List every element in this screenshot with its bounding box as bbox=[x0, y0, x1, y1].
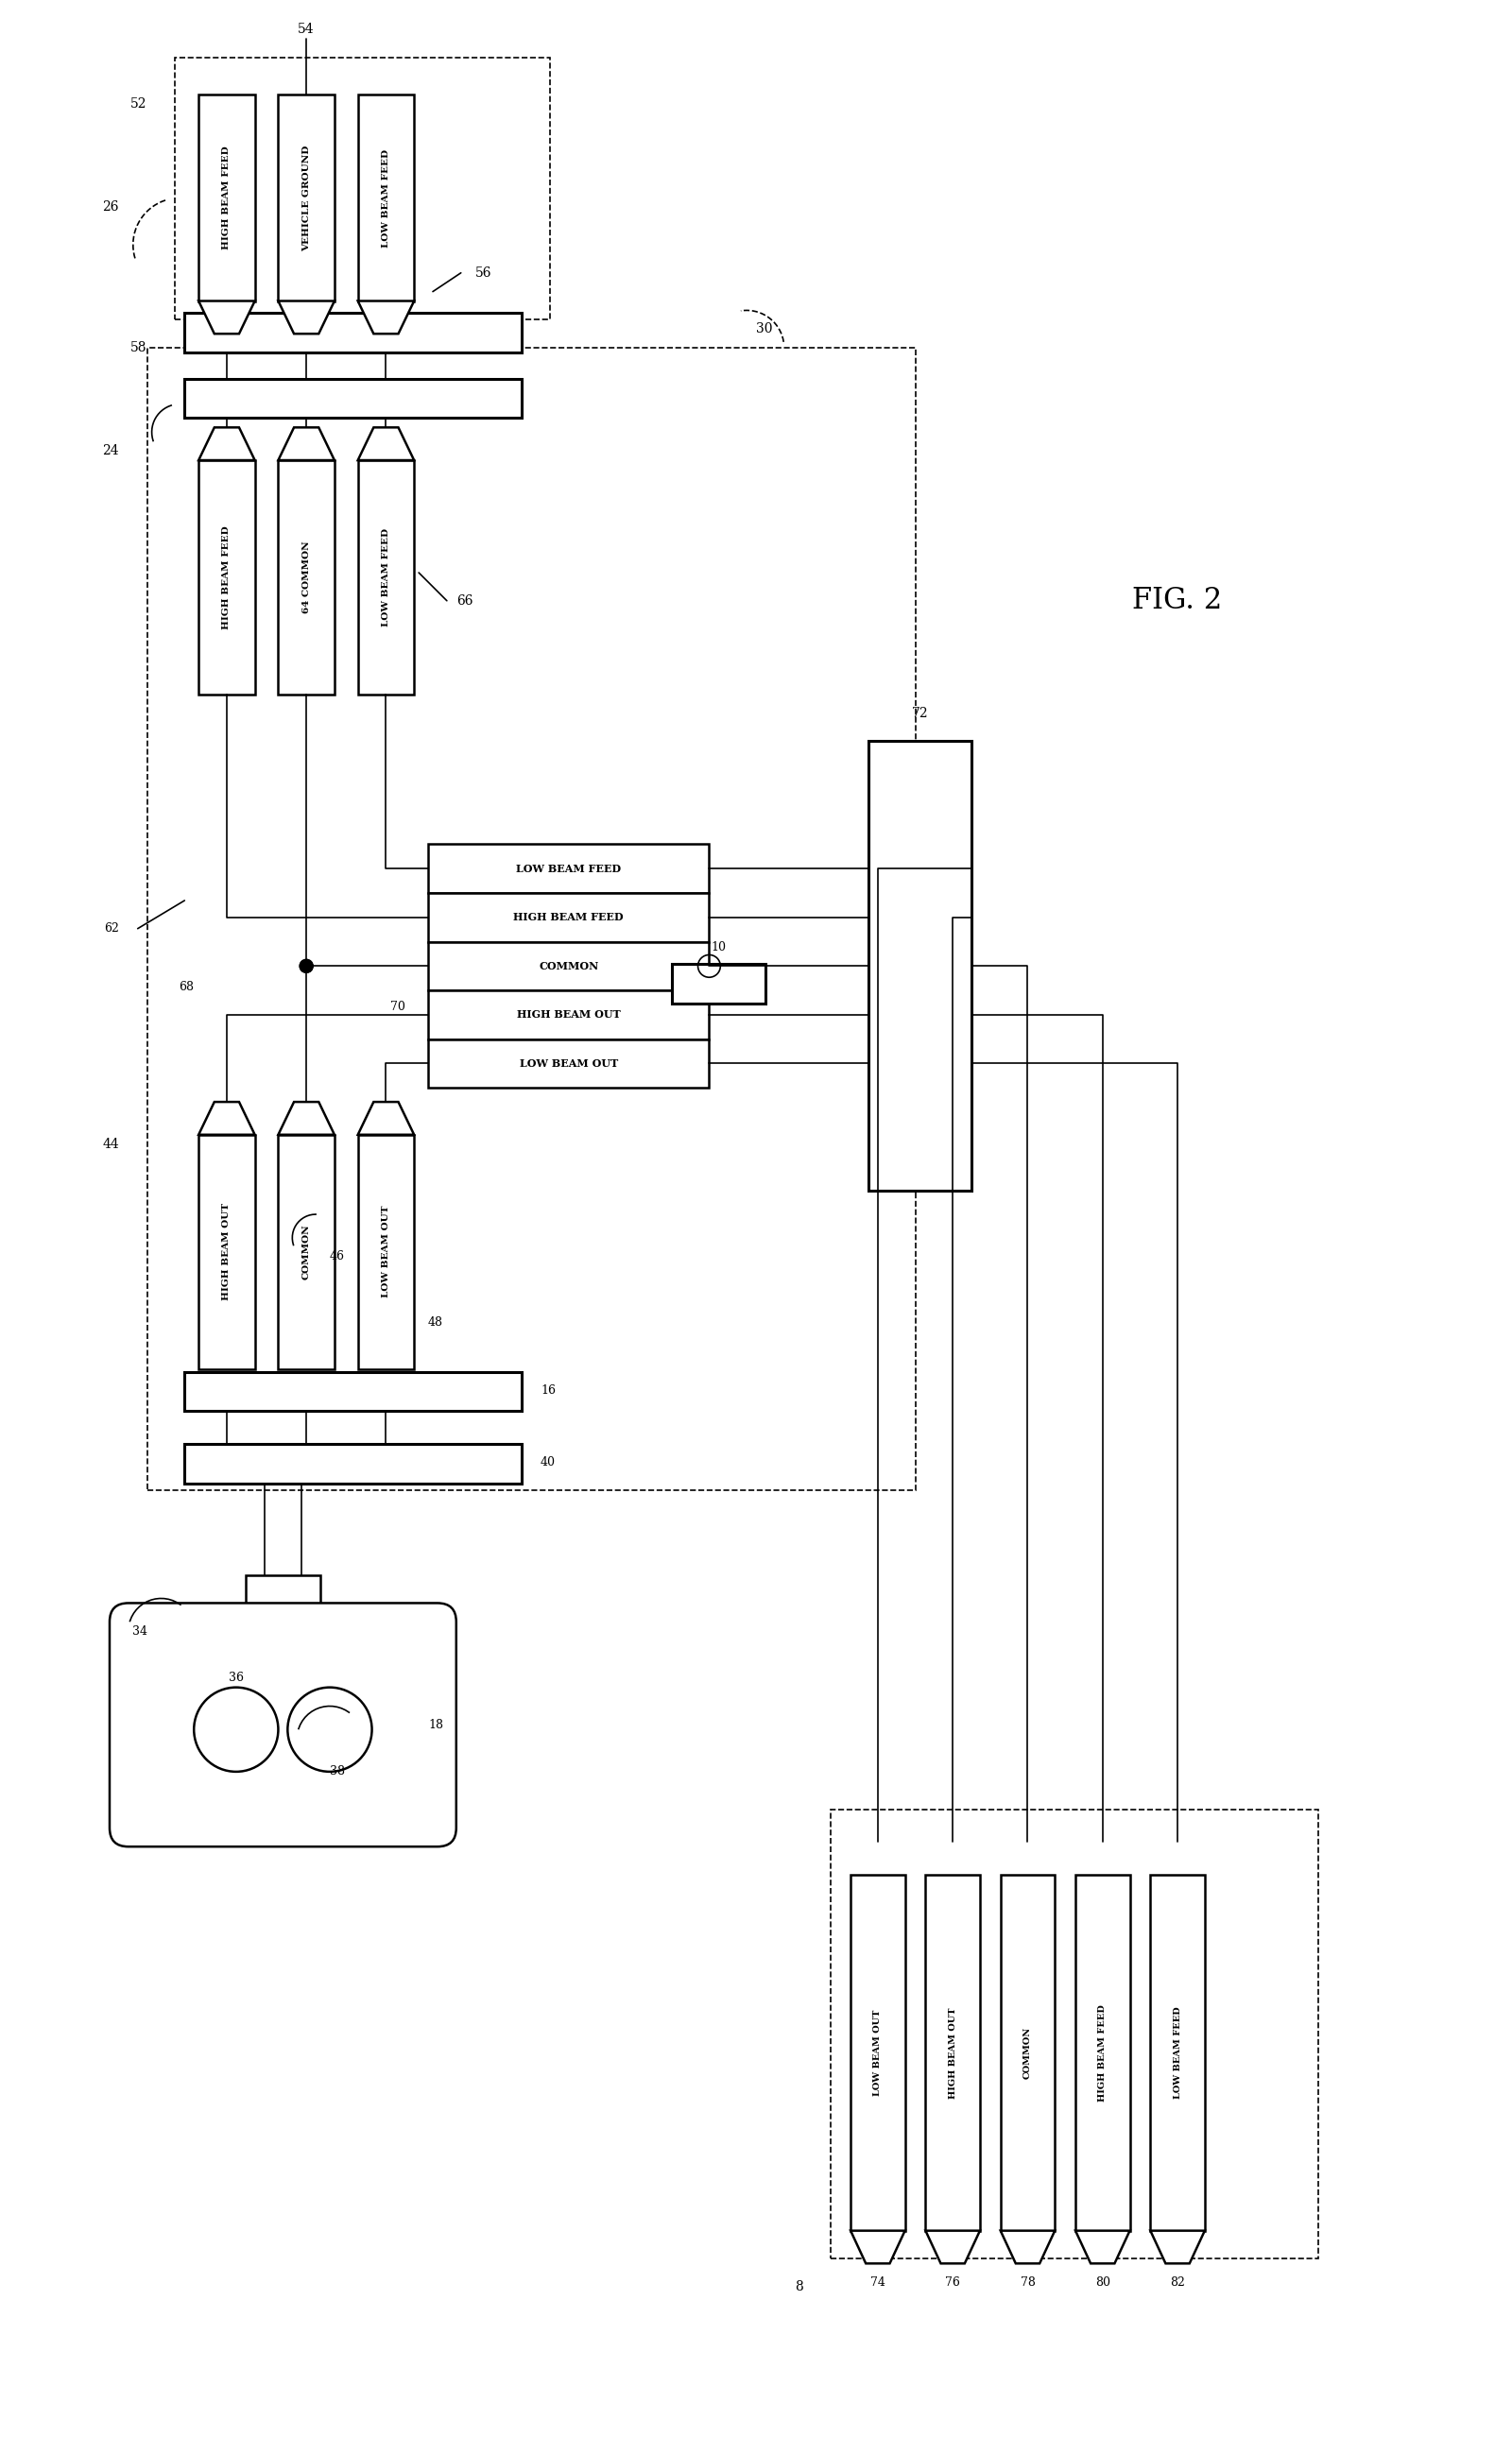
Polygon shape bbox=[851, 2231, 906, 2262]
Bar bbox=[198, 1134, 256, 1368]
Bar bbox=[184, 312, 522, 354]
Polygon shape bbox=[278, 427, 334, 461]
Text: 44: 44 bbox=[103, 1139, 119, 1151]
Bar bbox=[175, 59, 550, 319]
Text: 36: 36 bbox=[228, 1672, 243, 1685]
Bar bbox=[428, 844, 709, 892]
Text: 16: 16 bbox=[540, 1385, 555, 1397]
Polygon shape bbox=[358, 300, 414, 334]
Bar bbox=[358, 1134, 414, 1368]
Bar bbox=[851, 1875, 906, 2231]
Bar bbox=[925, 1875, 980, 2231]
Text: 80: 80 bbox=[1095, 2277, 1110, 2289]
Text: 48: 48 bbox=[428, 1317, 443, 1329]
Text: 76: 76 bbox=[945, 2277, 960, 2289]
Polygon shape bbox=[925, 2231, 980, 2262]
Bar bbox=[184, 1443, 522, 1482]
Text: 78: 78 bbox=[1021, 2277, 1036, 2289]
Text: LOW BEAM OUT: LOW BEAM OUT bbox=[381, 1207, 390, 1297]
Circle shape bbox=[299, 961, 313, 973]
Bar bbox=[278, 461, 334, 695]
Polygon shape bbox=[1151, 2231, 1205, 2262]
Text: 52: 52 bbox=[130, 98, 147, 110]
Bar bbox=[198, 461, 256, 695]
Text: LOW BEAM FEED: LOW BEAM FEED bbox=[516, 863, 621, 873]
Text: 46: 46 bbox=[330, 1251, 345, 1263]
Text: 54: 54 bbox=[298, 22, 314, 37]
Bar bbox=[278, 1134, 334, 1368]
Circle shape bbox=[299, 961, 313, 973]
Text: 30: 30 bbox=[756, 322, 773, 336]
Text: VEHICLE GROUND: VEHICLE GROUND bbox=[302, 144, 310, 251]
Text: 40: 40 bbox=[540, 1455, 555, 1468]
Text: HIGH BEAM FEED: HIGH BEAM FEED bbox=[222, 527, 231, 629]
Polygon shape bbox=[278, 300, 334, 334]
Text: LOW BEAM FEED: LOW BEAM FEED bbox=[381, 529, 390, 627]
Polygon shape bbox=[198, 427, 256, 461]
Bar bbox=[358, 95, 414, 300]
Text: 74: 74 bbox=[871, 2277, 886, 2289]
Text: COMMON: COMMON bbox=[1024, 2026, 1031, 2080]
Text: LOW BEAM FEED: LOW BEAM FEED bbox=[381, 149, 390, 246]
Text: 82: 82 bbox=[1170, 2277, 1185, 2289]
Text: 18: 18 bbox=[428, 1719, 443, 1731]
Polygon shape bbox=[198, 1102, 256, 1134]
Text: 70: 70 bbox=[390, 1002, 405, 1014]
Text: 34: 34 bbox=[132, 1626, 147, 1638]
Bar bbox=[428, 941, 709, 990]
Bar bbox=[184, 1373, 522, 1412]
Text: 66: 66 bbox=[457, 595, 473, 607]
Bar bbox=[358, 461, 414, 695]
Bar bbox=[671, 963, 765, 1004]
Text: LOW BEAM FEED: LOW BEAM FEED bbox=[1173, 2006, 1182, 2099]
Bar bbox=[428, 892, 709, 941]
Bar bbox=[1151, 1875, 1205, 2231]
Text: LOW BEAM OUT: LOW BEAM OUT bbox=[520, 1058, 618, 1068]
Text: HIGH BEAM OUT: HIGH BEAM OUT bbox=[222, 1202, 231, 1299]
Polygon shape bbox=[278, 1102, 334, 1134]
Bar bbox=[832, 1809, 1318, 2258]
Polygon shape bbox=[358, 427, 414, 461]
Text: 68: 68 bbox=[178, 980, 194, 992]
Text: LOW BEAM OUT: LOW BEAM OUT bbox=[874, 2009, 881, 2097]
Text: 64 COMMON: 64 COMMON bbox=[302, 541, 310, 614]
Polygon shape bbox=[1075, 2231, 1129, 2262]
Bar bbox=[1001, 1875, 1055, 2231]
Text: COMMON: COMMON bbox=[302, 1224, 310, 1280]
Text: 26: 26 bbox=[103, 200, 119, 215]
Polygon shape bbox=[358, 1102, 414, 1134]
Text: HIGH BEAM FEED: HIGH BEAM FEED bbox=[222, 146, 231, 249]
Text: 10: 10 bbox=[711, 941, 726, 953]
Text: 72: 72 bbox=[912, 707, 928, 719]
Bar bbox=[198, 95, 256, 300]
Text: 56: 56 bbox=[475, 266, 491, 280]
Bar bbox=[245, 1575, 321, 1621]
FancyBboxPatch shape bbox=[109, 1604, 457, 1846]
Text: HIGH BEAM FEED: HIGH BEAM FEED bbox=[514, 912, 624, 922]
Text: 62: 62 bbox=[104, 922, 119, 934]
Text: HIGH BEAM FEED: HIGH BEAM FEED bbox=[1098, 2004, 1107, 2102]
Bar bbox=[278, 95, 334, 300]
Polygon shape bbox=[1001, 2231, 1055, 2262]
Text: COMMON: COMMON bbox=[538, 961, 599, 970]
Text: 24: 24 bbox=[103, 444, 119, 458]
Bar bbox=[184, 378, 522, 417]
Text: HIGH BEAM OUT: HIGH BEAM OUT bbox=[948, 2006, 957, 2099]
Text: FIG. 2: FIG. 2 bbox=[1132, 585, 1223, 614]
Text: 38: 38 bbox=[330, 1765, 345, 1777]
Bar bbox=[428, 1039, 709, 1087]
Text: 8: 8 bbox=[795, 2280, 803, 2294]
Bar bbox=[1075, 1875, 1129, 2231]
Bar bbox=[868, 741, 972, 1190]
Text: HIGH BEAM OUT: HIGH BEAM OUT bbox=[517, 1009, 620, 1019]
Bar bbox=[428, 990, 709, 1039]
Text: 58: 58 bbox=[130, 341, 147, 354]
Bar bbox=[147, 349, 915, 1490]
Polygon shape bbox=[198, 300, 256, 334]
